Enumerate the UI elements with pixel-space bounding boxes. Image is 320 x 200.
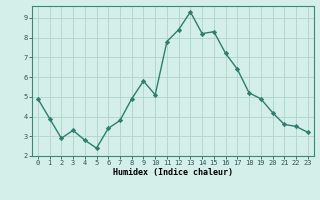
X-axis label: Humidex (Indice chaleur): Humidex (Indice chaleur) — [113, 168, 233, 177]
